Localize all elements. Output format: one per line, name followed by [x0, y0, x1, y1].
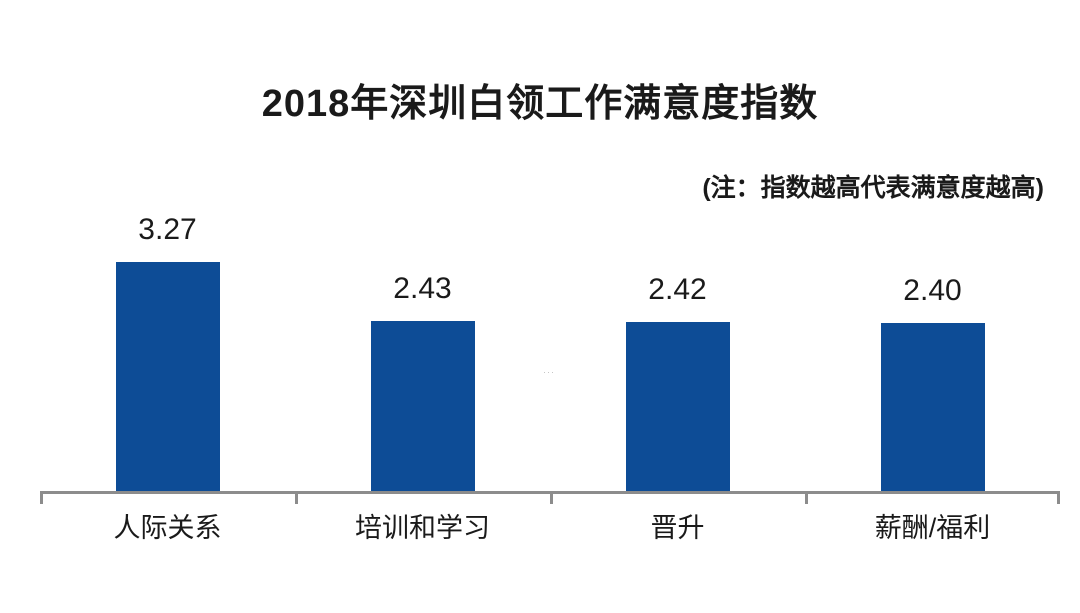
chart-title: 2018年深圳白领工作满意度指数: [261, 83, 819, 125]
bar: [115, 262, 220, 491]
bar-value-label: 3.27: [138, 213, 197, 246]
bar-column: 2.40: [805, 200, 1060, 491]
axis-tick: [1057, 491, 1060, 504]
x-axis-line: [40, 491, 1060, 504]
bar-column: 3.27: [40, 200, 295, 491]
bar-value-label: 2.43: [393, 272, 452, 305]
chart-note: (注：指数越高代表满意度越高): [702, 174, 1044, 202]
axis-tick: [40, 491, 43, 504]
axis-tick: [550, 491, 553, 504]
bar: [880, 323, 985, 491]
bar: [625, 322, 730, 491]
category-labels-row: 人际关系 培训和学习 晋升 薪酬/福利: [40, 506, 1060, 545]
bar-value-label: 2.40: [903, 274, 962, 307]
axis-tick: [805, 491, 808, 504]
plot-area: 3.27 2.43 2.42 2.40: [40, 200, 1060, 491]
axis-tick: [295, 491, 298, 504]
category-label: 晋升: [650, 513, 705, 543]
bar-column: 2.43: [295, 200, 550, 491]
category-label: 人际关系: [113, 513, 222, 543]
watermark: ···: [543, 367, 555, 377]
bar: [370, 321, 475, 491]
bar-value-label: 2.42: [648, 273, 707, 306]
bar-column: 2.42: [550, 200, 805, 491]
category-label: 培训和学习: [355, 513, 490, 543]
category-label: 薪酬/福利: [874, 513, 991, 543]
